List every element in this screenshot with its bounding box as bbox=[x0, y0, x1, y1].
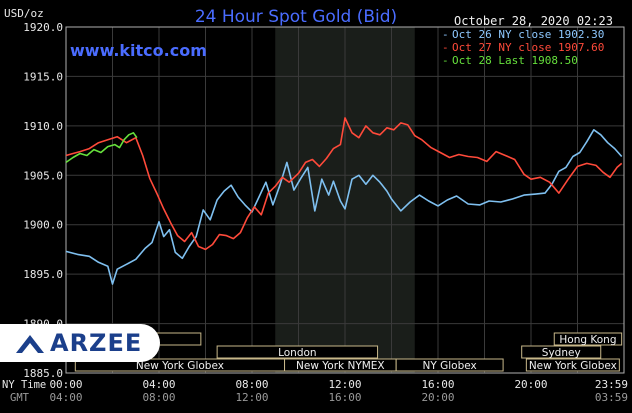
session-label: NY Globex bbox=[423, 360, 477, 372]
x-tick-label-ny: 08:00 bbox=[235, 378, 268, 391]
legend-entry: Oct 27 NY close 1907.60 bbox=[452, 41, 604, 54]
watermark-text: ARZEE bbox=[50, 329, 143, 357]
session-label: London bbox=[278, 347, 317, 359]
grid-lines bbox=[65, 26, 625, 374]
session-label: New York Globex bbox=[529, 360, 617, 372]
legend: - Oct 26 NY close 1902.30- Oct 27 NY close… bbox=[442, 28, 604, 67]
x-tick-label-ny: 00:00 bbox=[49, 378, 82, 391]
x-tick-label-gmt: 20:00 bbox=[421, 391, 454, 404]
session-label: New York Globex bbox=[136, 360, 224, 372]
y-tick-label: 1920.0 bbox=[23, 21, 63, 34]
series-line-oct-26 bbox=[65, 129, 623, 285]
y-tick-label: 1900.0 bbox=[23, 219, 63, 232]
chart-title: 24 Hour Spot Gold (Bid) bbox=[195, 7, 397, 27]
x-tick-label-gmt: 08:00 bbox=[142, 391, 175, 404]
timestamp: October 28, 2020 02:23 bbox=[454, 14, 613, 28]
session-label: Hong Kong bbox=[559, 334, 616, 346]
x-axis-bottom-label: GMT bbox=[10, 392, 30, 404]
y-tick-label: 1895.0 bbox=[23, 268, 63, 281]
watermark-logo: ARZEE bbox=[0, 324, 160, 362]
session-bar bbox=[553, 332, 623, 346]
x-tick-label-gmt: 03:59 bbox=[595, 391, 628, 404]
session-label: New York NYMEX bbox=[296, 360, 385, 372]
x-tick-label-ny: 12:00 bbox=[328, 378, 361, 391]
session-label: Sydney bbox=[542, 347, 581, 359]
legend-entry: Oct 26 NY close 1902.30 bbox=[452, 28, 604, 41]
source-url: www.kitco.com bbox=[70, 41, 207, 60]
legend-marker: - bbox=[442, 41, 449, 54]
x-tick-label-gmt: 16:00 bbox=[328, 391, 361, 404]
price-series bbox=[65, 117, 623, 285]
y-tick-label: 1915.0 bbox=[23, 70, 63, 83]
arzee-logo-icon bbox=[16, 335, 44, 353]
series-line-oct-27 bbox=[65, 117, 623, 251]
x-tick-label-ny: 20:00 bbox=[514, 378, 547, 391]
session-bar bbox=[216, 345, 379, 359]
x-tick-label-gmt: 04:00 bbox=[49, 391, 82, 404]
x-tick-label-ny: 23:59 bbox=[595, 378, 628, 391]
series-line-oct-28 bbox=[65, 132, 138, 164]
x-tick-label-ny: 04:00 bbox=[142, 378, 175, 391]
x-tick-label-ny: 16:00 bbox=[421, 378, 454, 391]
y-tick-label: 1910.0 bbox=[23, 120, 63, 133]
y-tick-label: 1905.0 bbox=[23, 169, 63, 182]
y-axis-label: USD/oz bbox=[4, 7, 44, 20]
y-tick-label: 1885.0 bbox=[23, 367, 63, 380]
session-bar bbox=[525, 358, 620, 372]
legend-marker: - bbox=[442, 28, 449, 41]
session-bar bbox=[521, 345, 602, 359]
legend-marker: - bbox=[442, 54, 449, 67]
session-bar bbox=[395, 358, 504, 372]
x-axis-top-label: NY Time bbox=[2, 379, 46, 391]
x-tick-label-gmt: 12:00 bbox=[235, 391, 268, 404]
legend-entry: Oct 28 Last 1908.50 bbox=[452, 54, 578, 67]
axes: 1920.01915.01910.01905.01900.01895.01890… bbox=[23, 21, 628, 404]
plot-border bbox=[65, 26, 625, 374]
